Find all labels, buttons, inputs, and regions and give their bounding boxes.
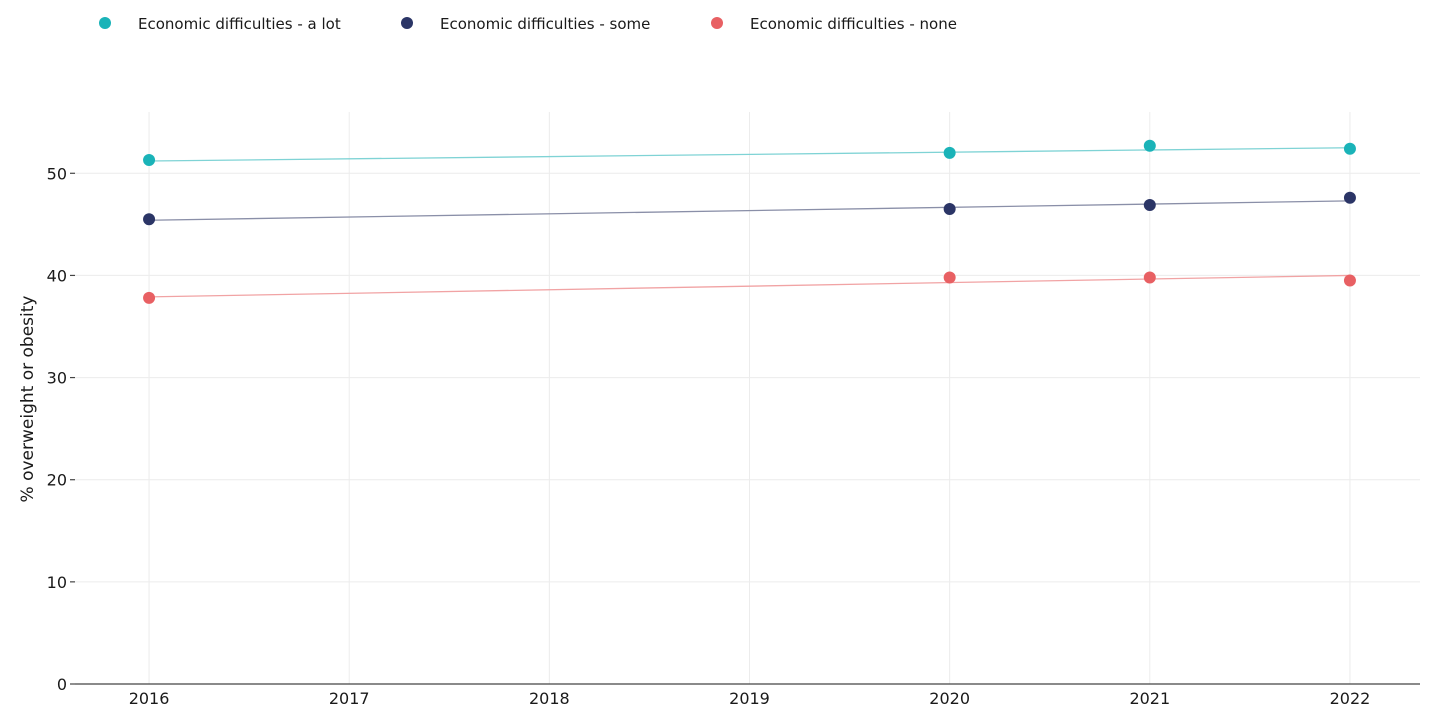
x-tick-label: 2021 (1129, 689, 1170, 706)
y-tick-label: 20 (47, 471, 67, 490)
y-tick-label: 40 (47, 266, 67, 285)
data-point (1343, 191, 1356, 204)
x-tick-label: 2020 (929, 689, 970, 706)
data-point (1343, 274, 1356, 287)
y-axis-title: % overweight or obesity (18, 296, 38, 503)
data-point (943, 271, 956, 284)
x-tick-label: 2016 (129, 689, 170, 706)
legend-marker (401, 17, 413, 29)
y-tick-label: 10 (47, 573, 67, 592)
legend-item: Economic difficulties - none (711, 15, 957, 33)
legend-marker (99, 17, 111, 29)
legend-item: Economic difficulties - a lot (99, 15, 341, 33)
series-3 (143, 271, 1356, 304)
x-tick-label: 2018 (529, 689, 570, 706)
legend-label: Economic difficulties - some (440, 15, 650, 33)
data-point (1343, 142, 1356, 155)
x-tick-label: 2022 (1330, 689, 1371, 706)
data-point (1143, 139, 1156, 152)
data-point (943, 146, 956, 159)
series-2 (143, 191, 1356, 226)
data-point (1143, 198, 1156, 211)
legend-label: Economic difficulties - a lot (138, 15, 341, 33)
y-tick-label: 0 (57, 675, 67, 694)
data-point (943, 203, 956, 216)
data-point (143, 291, 156, 304)
y-tick-label: 30 (47, 369, 67, 388)
x-tick-label: 2017 (329, 689, 370, 706)
axes: 0 10 20 30 40 50 2016 2017 2018 2019 2020 2021 2022 (47, 164, 1420, 706)
series-1 (143, 139, 1356, 167)
legend-marker (711, 17, 723, 29)
legend-item: Economic difficulties - some (401, 15, 650, 33)
series-layer (143, 139, 1356, 304)
y-tick-label: 50 (47, 164, 67, 183)
grid (75, 112, 1420, 684)
x-tick-label: 2019 (729, 689, 770, 706)
legend-label: Economic difficulties - none (750, 15, 957, 33)
data-point (1143, 271, 1156, 284)
legend: Economic difficulties - a lot Economic di… (99, 15, 957, 33)
data-point (143, 154, 156, 167)
data-point (143, 213, 156, 226)
